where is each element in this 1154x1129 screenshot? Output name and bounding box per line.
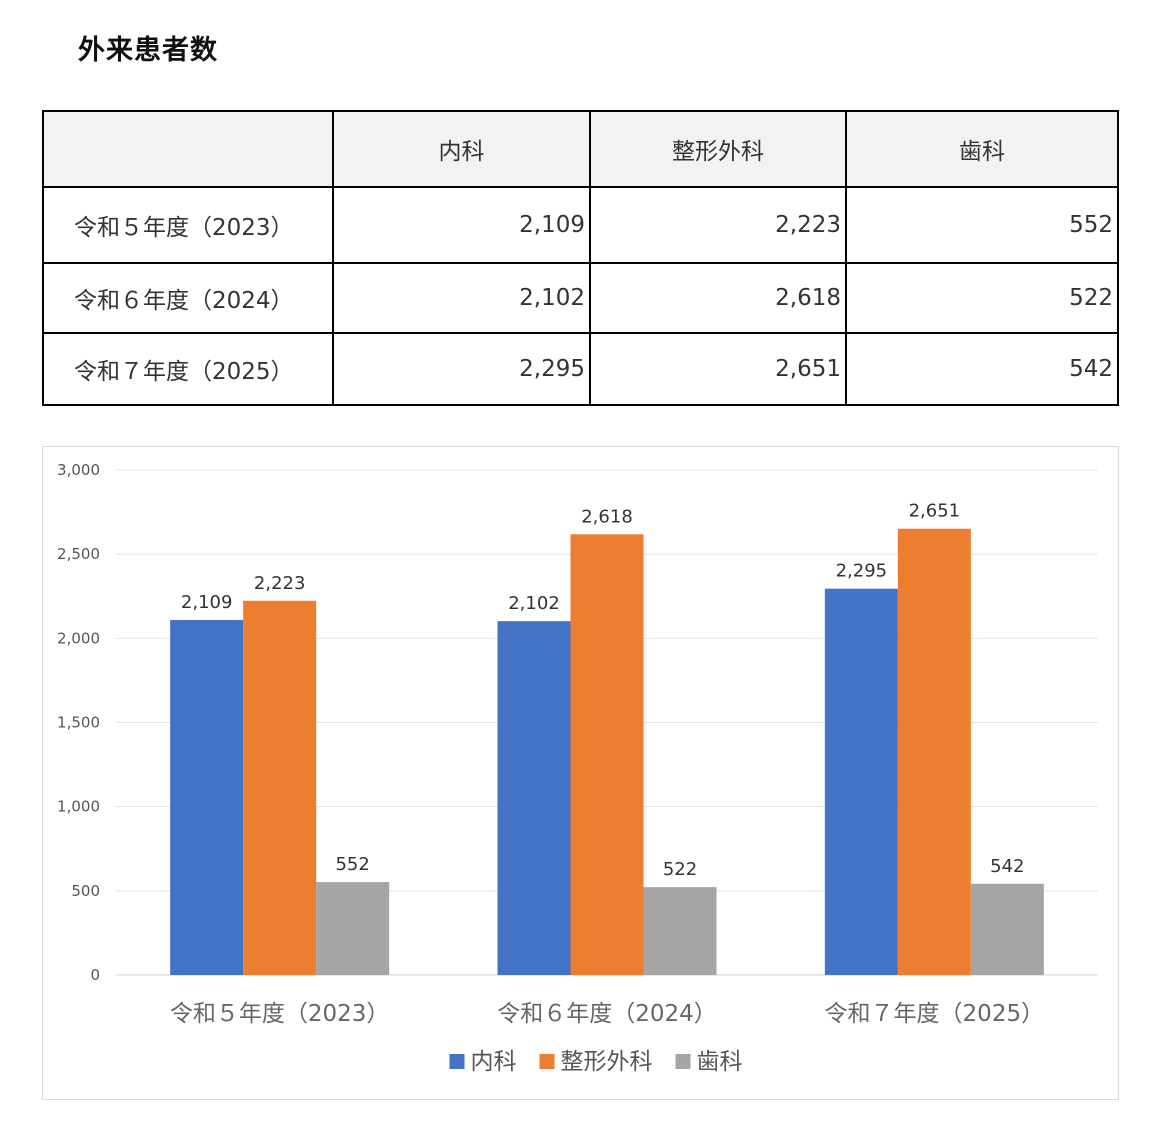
table-cell: 522 — [845, 262, 1119, 334]
data-label: 2,618 — [581, 506, 633, 527]
y-tick-label: 0 — [90, 966, 100, 984]
chart-frame: 0 500 1,000 1,500 2,000 2,500 3,000 2,109 2,223 5… — [42, 446, 1119, 1100]
data-table: 内科 整形外科 歯科 令和５年度（2023） 2,109 2,223 552 令… — [42, 110, 1119, 406]
x-category-label: 令和７年度（2025） — [825, 1001, 1045, 1027]
legend-label: 歯科 — [697, 1049, 743, 1075]
bar — [170, 619, 244, 975]
table-row: 令和５年度（2023） 2,109 2,223 552 — [42, 186, 1119, 264]
y-tick-label: 1,500 — [57, 714, 100, 732]
legend-swatch — [449, 1054, 465, 1069]
row-label: 令和５年度（2023） — [42, 186, 334, 264]
bar — [643, 887, 717, 975]
page-title: 外来患者数 — [78, 35, 218, 66]
bar-chart: 0 500 1,000 1,500 2,000 2,500 3,000 2,109 2,223 5… — [57, 461, 1098, 1075]
table-cell: 2,618 — [589, 262, 847, 334]
bar — [897, 528, 971, 975]
data-label: 552 — [335, 854, 369, 875]
data-label: 2,109 — [181, 592, 233, 613]
data-label: 2,651 — [909, 501, 961, 522]
table-header-orthopedics: 整形外科 — [589, 110, 847, 188]
bar — [970, 883, 1044, 975]
data-label: 2,102 — [508, 593, 560, 614]
table-header-corner — [42, 110, 334, 188]
data-label: 522 — [663, 859, 697, 880]
table-cell: 2,109 — [332, 186, 591, 264]
bar — [497, 621, 571, 975]
data-label: 542 — [990, 856, 1024, 877]
table-row: 令和６年度（2024） 2,102 2,618 522 — [42, 262, 1119, 334]
table-cell: 2,223 — [589, 186, 847, 264]
y-tick-label: 3,000 — [57, 461, 100, 479]
row-label: 令和６年度（2024） — [42, 262, 334, 334]
x-category-label: 令和５年度（2023） — [170, 1001, 390, 1027]
legend-label: 内科 — [471, 1049, 517, 1075]
table-cell: 2,651 — [589, 332, 847, 406]
legend-swatch — [539, 1054, 555, 1069]
x-category-label: 令和６年度（2024） — [497, 1001, 717, 1027]
data-label: 2,223 — [254, 573, 306, 594]
table-header-dentistry: 歯科 — [845, 110, 1119, 188]
y-tick-label: 500 — [71, 882, 100, 900]
table-cell: 552 — [845, 186, 1119, 264]
table-cell: 542 — [845, 332, 1119, 406]
y-tick-label: 2,000 — [57, 629, 100, 647]
bar — [570, 534, 644, 975]
data-label: 2,295 — [836, 561, 888, 582]
legend-label: 整形外科 — [561, 1049, 653, 1075]
bar — [316, 882, 390, 975]
row-label: 令和７年度（2025） — [42, 332, 334, 406]
y-tick-label: 1,000 — [57, 798, 100, 816]
table-header-internal-medicine: 内科 — [332, 110, 591, 188]
table-row: 令和７年度（2025） 2,295 2,651 542 — [42, 332, 1119, 406]
table-cell: 2,102 — [332, 262, 591, 334]
table-header-row: 内科 整形外科 歯科 — [42, 110, 1119, 188]
table-cell: 2,295 — [332, 332, 591, 406]
bar — [243, 600, 317, 975]
bar — [824, 588, 898, 975]
legend-swatch — [675, 1054, 691, 1069]
y-tick-label: 2,500 — [57, 545, 100, 563]
